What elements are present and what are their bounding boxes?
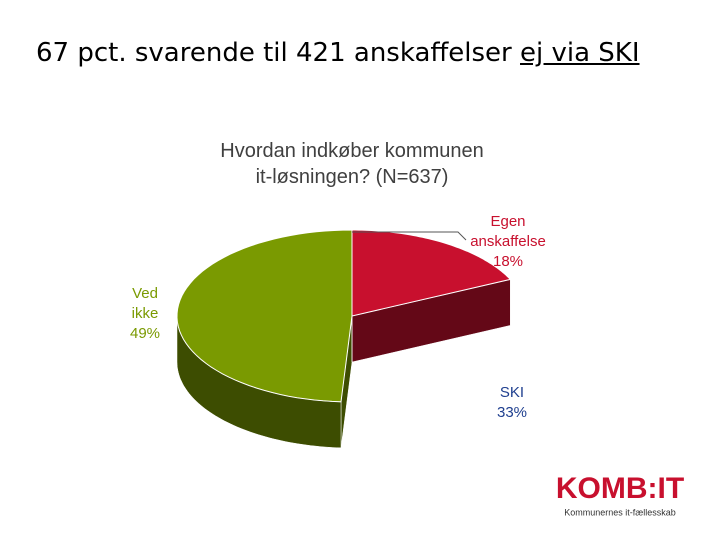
value-label: 18% xyxy=(493,253,523,270)
heading-text: 67 pct. svarende til 421 anskaffelser xyxy=(36,38,512,68)
logo-name: KOMB:IT xyxy=(556,472,684,505)
slice xyxy=(351,229,512,317)
value-label: 33% xyxy=(497,404,527,421)
category-label: Egen anskaffelse xyxy=(470,213,546,250)
slice xyxy=(176,229,353,403)
heading-emphasis: ej via SKI xyxy=(520,38,640,68)
logo-tagline: Kommunernes it-fællesskab xyxy=(564,507,676,517)
category-label: SKI xyxy=(500,384,524,401)
slide-heading: 67 pct. svarende til 421 anskaffelser ej… xyxy=(36,38,640,68)
chart-title: Hvordan indkøber kommunen it-løsningen? (… xyxy=(220,140,483,188)
category-label: Ved ikke xyxy=(132,285,159,322)
value-label: 49% xyxy=(130,325,160,342)
leader-line xyxy=(352,231,467,241)
